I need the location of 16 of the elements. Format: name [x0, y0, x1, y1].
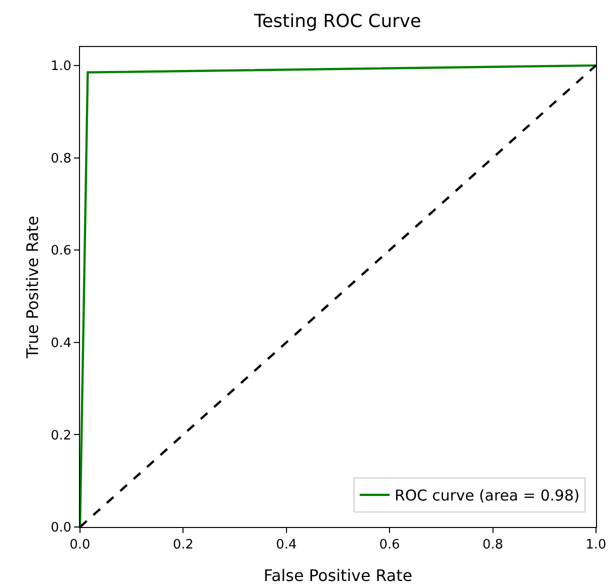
x-tick-label: 0.6	[379, 538, 400, 553]
x-tick-label: 0.4	[276, 538, 297, 553]
legend-label: ROC curve (area = 0.98)	[394, 486, 580, 505]
y-tick-label: 0.0	[50, 520, 72, 536]
x-tick-label: 0.0	[70, 538, 90, 553]
y-tick-label: 1.0	[50, 59, 72, 74]
x-axis-title: False Positive Rate	[264, 566, 412, 585]
y-axis-title: True Positive Rate	[23, 216, 42, 360]
x-tick-label: 1.0	[586, 538, 606, 553]
y-tick-label: 0.8	[50, 151, 72, 166]
y-tick-label: 0.6	[50, 244, 72, 259]
x-tick-label: 0.2	[172, 538, 194, 553]
chart-title: Testing ROC Curve	[253, 11, 422, 32]
y-tick-label: 0.2	[50, 428, 72, 444]
x-tick-label: 0.8	[482, 538, 504, 553]
y-tick-label: 0.4	[50, 336, 72, 351]
